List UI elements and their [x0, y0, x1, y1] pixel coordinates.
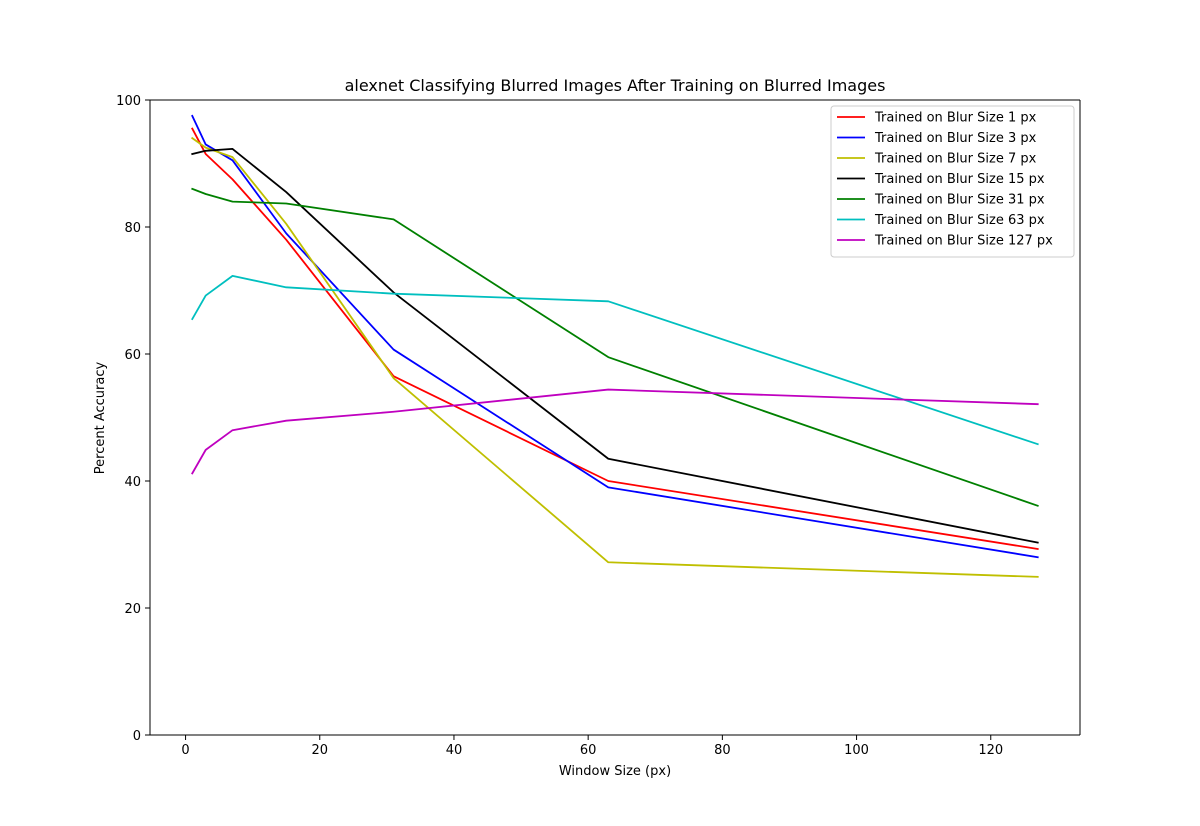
legend-label: Trained on Blur Size 127 px — [874, 234, 1053, 249]
legend-label: Trained on Blur Size 3 px — [874, 131, 1037, 146]
series-layer — [191, 114, 1039, 578]
y-axis-label: Percent Accuracy — [93, 361, 108, 474]
legend-label: Trained on Blur Size 31 px — [874, 193, 1045, 208]
x-tick-label: 20 — [311, 743, 328, 758]
series-line-6 — [191, 274, 1039, 446]
x-tick-label: 0 — [181, 743, 189, 758]
y-tick-label: 40 — [124, 475, 141, 490]
series-line-2 — [191, 114, 1039, 559]
legend-label: Trained on Blur Size 63 px — [874, 213, 1045, 228]
legend-label: Trained on Blur Size 1 px — [874, 111, 1037, 126]
y-tick-label: 100 — [116, 94, 141, 109]
y-axis-ticks: 0 20 40 60 80 100 — [116, 94, 150, 744]
y-tick-label: 20 — [124, 602, 141, 617]
series-line-4 — [191, 147, 1039, 544]
legend: Trained on Blur Size 1 px Trained on Blur… — [830, 105, 1075, 258]
x-axis-label: Window Size (px) — [559, 764, 671, 779]
series-line-7 — [191, 388, 1039, 475]
y-tick-label: 80 — [124, 221, 141, 236]
legend-label: Trained on Blur Size 15 px — [874, 172, 1045, 187]
y-tick-label: 60 — [124, 348, 141, 363]
chart-title: alexnet Classifying Blurred Images After… — [345, 76, 886, 95]
x-tick-label: 80 — [714, 743, 731, 758]
axis-frame — [149, 99, 1081, 736]
y-tick-label: 0 — [133, 729, 141, 744]
x-tick-label: 100 — [844, 743, 869, 758]
x-tick-label: 120 — [978, 743, 1003, 758]
legend-box — [830, 105, 1075, 258]
x-tick-label: 40 — [446, 743, 463, 758]
series-line-5 — [191, 187, 1039, 507]
series-line-3 — [191, 136, 1039, 578]
x-axis-ticks: 0 20 40 60 80 100 120 — [181, 735, 1003, 758]
series-line-1 — [191, 127, 1039, 550]
legend-label: Trained on Blur Size 7 px — [874, 152, 1037, 167]
legend-entries: Trained on Blur Size 1 px Trained on Blur… — [837, 111, 1053, 249]
x-tick-label: 60 — [580, 743, 597, 758]
